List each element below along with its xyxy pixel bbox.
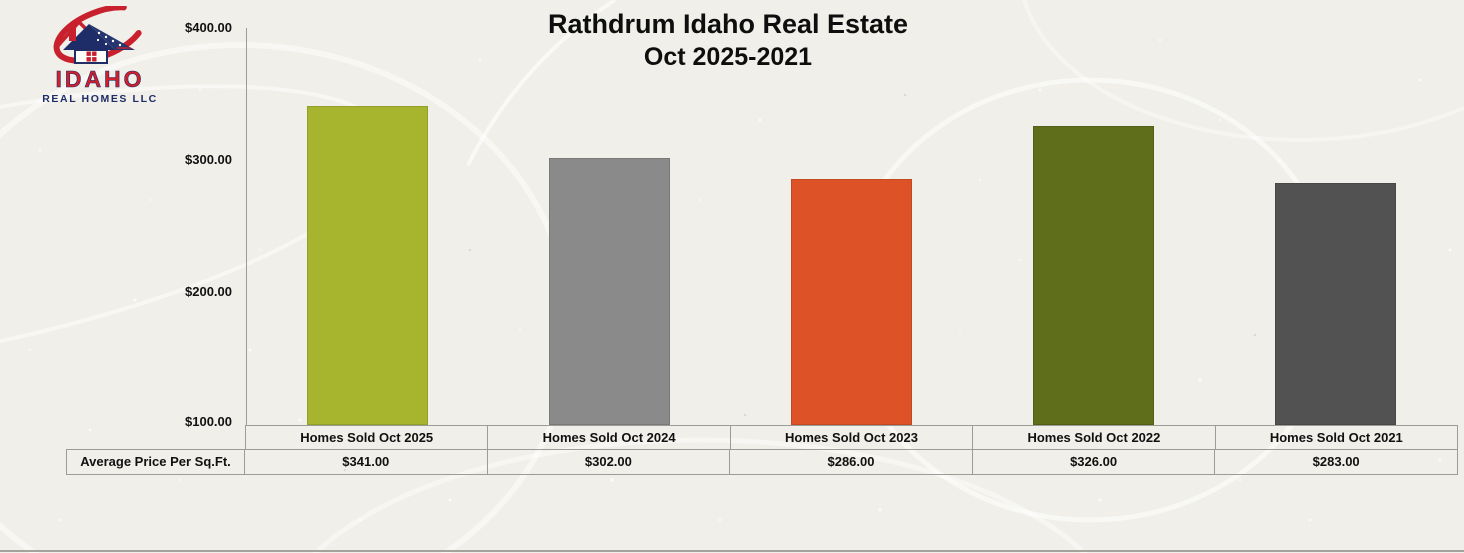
table-value-cell: $302.00	[488, 450, 731, 474]
table-value-cell: $326.00	[973, 450, 1216, 474]
table-value-cell: $341.00	[245, 450, 488, 474]
y-tick-label-300: $300.00	[185, 152, 232, 167]
table-header-cell: Homes Sold Oct 2021	[1269, 430, 1403, 445]
plot-area	[247, 28, 1458, 425]
bottom-frame-line	[0, 550, 1464, 552]
table-row-label: Average Price Per Sq.Ft.	[67, 450, 245, 474]
table-value-cell: $286.00	[730, 450, 973, 474]
bar-homes-sold-oct-2022	[1033, 125, 1154, 425]
chart-title: Rathdrum Idaho Real Estate	[547, 9, 909, 39]
bar-homes-sold-oct-2021	[1275, 182, 1396, 425]
logo-name: IDAHO	[55, 66, 145, 92]
table-header-row: Homes Sold Oct 2025 Homes Sold Oct 2024 …	[245, 425, 1458, 449]
bar-homes-sold-oct-2025	[307, 106, 428, 425]
bar-homes-sold-oct-2023	[791, 178, 912, 425]
bar-homes-sold-oct-2024	[549, 157, 670, 425]
table-value-row: Average Price Per Sq.Ft. $341.00 $302.00…	[66, 449, 1458, 475]
y-tick-label-100: $100.00	[185, 414, 232, 429]
y-axis-line	[246, 28, 247, 425]
chart-subtitle: Oct 2025-2021	[643, 43, 813, 71]
chart-title-block: Rathdrum Idaho Real Estate Oct 2025-2021	[363, 8, 1093, 72]
table-header-cell: Homes Sold Oct 2022	[973, 426, 1216, 449]
y-tick-label-400: $400.00	[185, 20, 232, 35]
y-tick-label-200: $200.00	[185, 284, 232, 299]
logo-subtitle: REAL HOMES LLC	[42, 93, 158, 105]
logo-house-icon	[53, 4, 147, 64]
table-header-cell: Homes Sold Oct 2024	[488, 426, 731, 449]
table-value-cell: $283.00	[1312, 454, 1360, 469]
logo: IDAHO REAL HOMES LLC	[34, 4, 166, 105]
table-header-cell: Homes Sold Oct 2025	[246, 426, 489, 449]
table-header-cell: Homes Sold Oct 2023	[731, 426, 974, 449]
